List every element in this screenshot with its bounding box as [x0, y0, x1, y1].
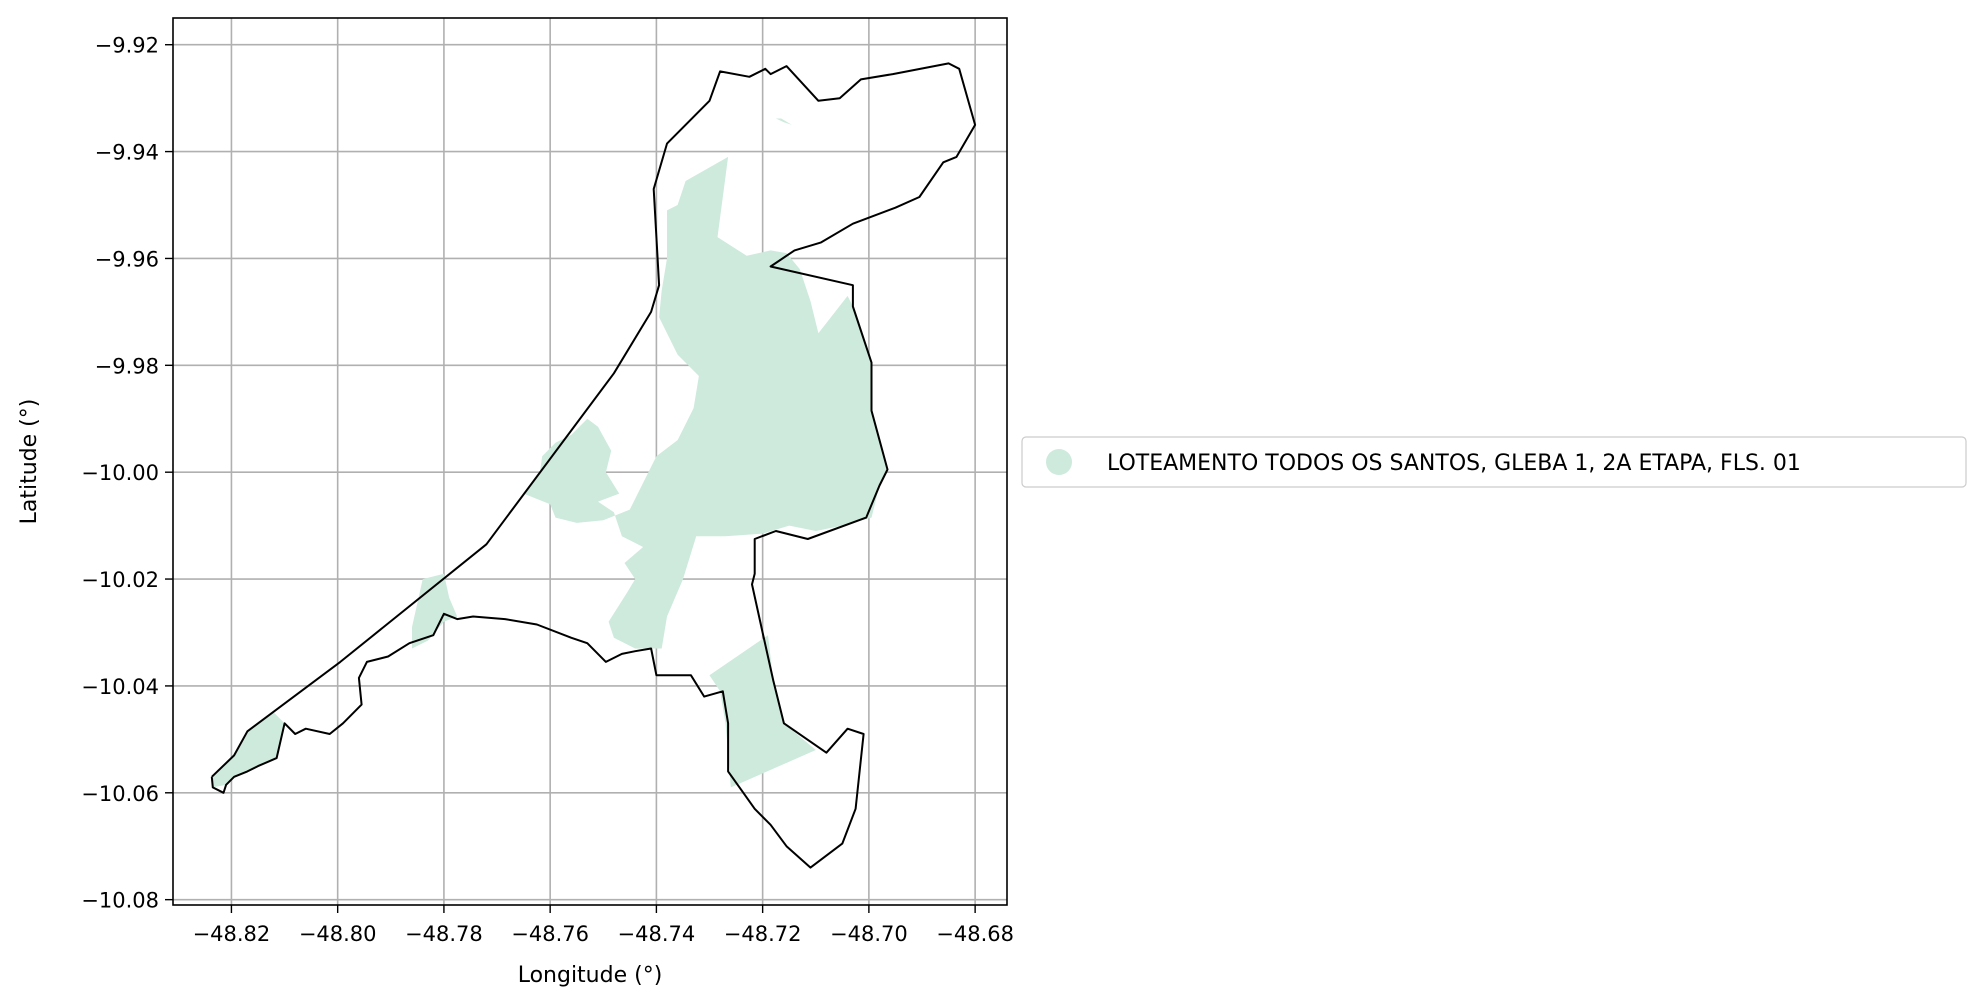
- y-axis-ticks: −9.92 −9.94 −9.96 −9.98 −10.00 −10.02 −10.04 −1…: [81, 34, 173, 913]
- legend-box: [1021, 436, 1967, 488]
- y-tick-label: −9.96: [95, 247, 159, 271]
- y-tick-label: −10.00: [81, 461, 159, 485]
- x-axis-label: Longitude (°): [518, 963, 663, 988]
- x-tick-label: −48.82: [193, 922, 271, 946]
- x-tick-label: −48.70: [830, 922, 908, 946]
- parcel-region: [212, 712, 285, 788]
- x-tick-label: −48.72: [724, 922, 802, 946]
- legend: LOTEAMENTO TODOS OS SANTOS, GLEBA 1, 2A …: [1021, 436, 1967, 488]
- y-tick-label: −9.98: [95, 354, 159, 378]
- parcel-region: [709, 635, 816, 788]
- legend-marker: [1046, 449, 1072, 475]
- municipal-boundary: [210, 62, 977, 869]
- x-tick-label: −48.76: [511, 922, 589, 946]
- parcel-region: [775, 118, 792, 125]
- y-tick-label: −10.06: [81, 782, 159, 806]
- parcel-region: [523, 156, 888, 649]
- x-axis-ticks: −48.82 −48.80 −48.78 −48.76 −48.74 −48.72 −48.…: [193, 905, 1014, 946]
- y-tick-label: −9.94: [95, 141, 159, 165]
- legend-label: LOTEAMENTO TODOS OS SANTOS, GLEBA 1, 2A …: [1107, 451, 1801, 476]
- boundary-layer: [210, 62, 977, 869]
- map-fill-layer: [212, 118, 888, 788]
- x-tick-label: −48.74: [618, 922, 696, 946]
- y-tick-label: −10.08: [81, 889, 159, 913]
- y-tick-label: −10.04: [81, 675, 159, 699]
- x-tick-label: −48.80: [299, 922, 377, 946]
- y-tick-label: −9.92: [95, 34, 159, 58]
- plot-frame: [172, 17, 1008, 906]
- y-tick-label: −10.02: [81, 568, 159, 592]
- y-axis-label: Latitude (°): [17, 399, 42, 525]
- x-tick-label: −48.68: [936, 922, 1014, 946]
- x-tick-label: −48.78: [405, 922, 483, 946]
- parcel-region: [412, 573, 458, 649]
